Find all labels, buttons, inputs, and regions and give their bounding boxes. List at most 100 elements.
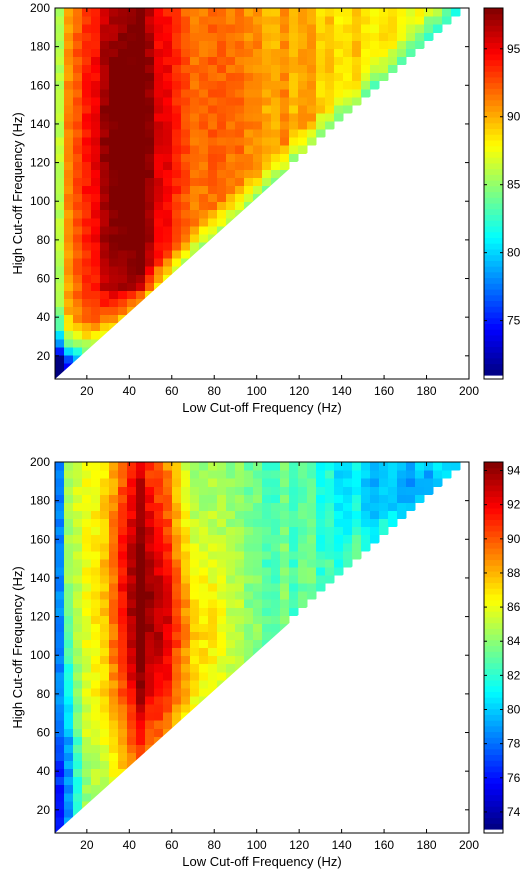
heatmap-cell [127,720,137,729]
heatmap-cell [262,607,272,616]
heatmap-cell [73,655,83,665]
heatmap-cell [325,534,335,544]
heatmap-cell [163,566,173,576]
heatmap-cell [64,88,74,98]
heatmap-cell [181,558,191,568]
heatmap-cell [55,695,65,705]
colorbar-swatch [484,99,503,107]
heatmap-cell [208,566,218,576]
heatmap-cell [136,72,146,82]
colorbar-swatch [484,340,503,347]
heatmap-cell [361,56,371,66]
heatmap-cell [100,201,110,211]
heatmap-cell [217,80,227,90]
heatmap-cell [244,193,254,203]
heatmap-cell [109,720,119,729]
heatmap-cell [181,217,191,227]
colorbar-swatch [484,783,503,790]
heatmap-cell [280,8,290,17]
heatmap-cell [172,574,182,584]
heatmap-cell [64,599,74,608]
heatmap-cell [388,40,398,49]
heatmap-cell [127,639,137,649]
heatmap-cell [181,486,191,495]
heatmap-cell [217,558,227,568]
heatmap-cell [244,185,254,195]
heatmap-cell [316,96,326,106]
colorbar-swatch [484,36,503,43]
heatmap-cell [253,64,263,74]
heatmap-cell [136,695,146,705]
heatmap-cell [334,40,344,49]
heatmap-cell [226,80,236,90]
heatmap-cell [298,502,308,511]
heatmap-cell [136,534,146,544]
heatmap-cell [226,209,236,219]
heatmap-cell [127,486,137,495]
heatmap-cell [82,249,92,259]
heatmap-cell [55,330,65,340]
heatmap-cell [91,728,101,737]
heatmap-cell [64,728,74,737]
heatmap-cell [127,16,137,25]
heatmap-cell [199,104,209,114]
heatmap-cell [334,8,344,17]
heatmap-cell [316,56,326,66]
heatmap-cell [82,679,92,689]
heatmap-cell [145,233,155,243]
heatmap-cell [253,96,263,106]
heatmap-cell [91,663,101,673]
heatmap-cell [172,145,182,154]
heatmap-cell [271,607,281,616]
heatmap-cell [424,486,434,495]
heatmap-cell [208,526,218,536]
heatmap-cell [181,241,191,251]
heatmap-cell [217,494,227,503]
heatmap-cell [118,104,128,114]
heatmap-cell [82,112,92,122]
heatmap-cell [298,32,308,41]
heatmap-cell [172,16,182,25]
heatmap-cell [55,338,65,348]
heatmap-cell [397,502,407,511]
heatmap-cell [244,623,254,632]
heatmap-cell [64,808,74,818]
colorbar-swatch [484,191,503,198]
heatmap-cell [433,470,443,479]
heatmap-cell [280,72,290,82]
heatmap-cell [73,703,83,713]
heatmap-cell [136,32,146,41]
heatmap-cell [298,542,308,552]
heatmap-cell [109,241,119,251]
heatmap-cell [343,486,353,495]
heatmap-cell [64,582,74,592]
heatmap-cell [100,80,110,90]
heatmap-cell [406,40,416,49]
heatmap-cell [109,112,119,122]
heatmap-cell [280,550,290,560]
heatmap-cell [82,233,92,243]
heatmap-cell [127,703,137,713]
colorbar-swatch [484,122,503,130]
heatmap-cell [307,494,317,503]
heatmap-cell [136,185,146,195]
heatmap-cell [64,40,74,49]
heatmap-cell [55,64,65,74]
heatmap-cell [190,623,200,632]
heatmap-cell [334,32,344,41]
heatmap-cell [82,322,92,332]
heatmap-cell [172,88,182,98]
heatmap-cell [199,526,209,536]
heatmap-cell [172,695,182,705]
heatmap-cell [271,470,281,479]
heatmap-cell [262,582,272,592]
heatmap-cell [217,655,227,665]
heatmap-cell [109,120,119,130]
heatmap-cell [163,209,173,219]
heatmap-cell [190,177,200,187]
heatmap-cell [172,201,182,211]
heatmap-cell [388,494,398,503]
heatmap-cell [145,249,155,259]
heatmap-cell [190,478,200,487]
heatmap-cell [253,486,263,495]
